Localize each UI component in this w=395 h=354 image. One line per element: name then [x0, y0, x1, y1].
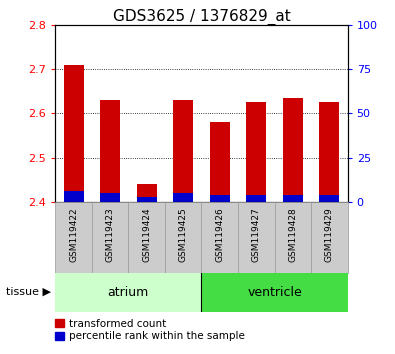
Text: atrium: atrium [108, 286, 149, 298]
Bar [210, 122, 230, 202]
Title: GDS3625 / 1376829_at: GDS3625 / 1376829_at [113, 8, 290, 25]
Bar [100, 193, 120, 202]
Text: tissue ▶: tissue ▶ [6, 287, 51, 297]
Bar [100, 100, 120, 202]
Bar [64, 191, 84, 202]
Text: GSM119423: GSM119423 [105, 207, 115, 262]
Bar [165, 202, 201, 273]
Bar [319, 195, 339, 202]
Bar [283, 195, 303, 202]
Legend: transformed count, percentile rank within the sample: transformed count, percentile rank withi… [53, 317, 247, 343]
Bar [201, 202, 238, 273]
Bar [246, 102, 266, 202]
Bar [55, 202, 92, 273]
Bar [173, 193, 193, 202]
Bar [92, 202, 128, 273]
Bar [319, 102, 339, 202]
Bar [64, 64, 84, 202]
Bar [137, 197, 157, 202]
Bar [128, 202, 165, 273]
Text: GSM119424: GSM119424 [142, 207, 151, 262]
Text: GSM119428: GSM119428 [288, 207, 297, 262]
Text: GSM119429: GSM119429 [325, 207, 334, 262]
Bar [311, 202, 348, 273]
Bar [275, 202, 311, 273]
Bar [55, 273, 201, 312]
Bar [201, 273, 348, 312]
Bar [238, 202, 275, 273]
Text: GSM119426: GSM119426 [215, 207, 224, 262]
Bar [283, 98, 303, 202]
Bar [210, 195, 230, 202]
Bar [246, 195, 266, 202]
Text: ventricle: ventricle [247, 286, 302, 298]
Text: GSM119425: GSM119425 [179, 207, 188, 262]
Text: GSM119422: GSM119422 [69, 207, 78, 262]
Text: GSM119427: GSM119427 [252, 207, 261, 262]
Bar [173, 100, 193, 202]
Bar [137, 184, 157, 202]
